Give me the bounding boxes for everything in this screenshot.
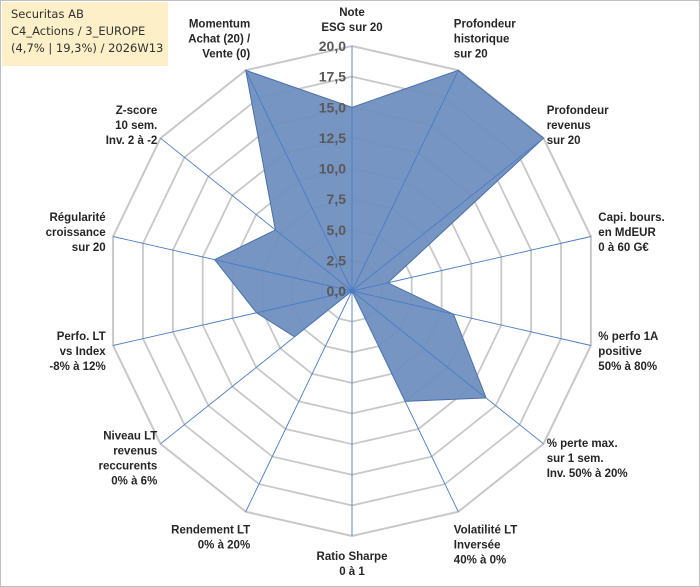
axis-spoke xyxy=(160,137,353,292)
tick-label: 0,0 xyxy=(327,283,347,299)
chart-title: Securitas AB xyxy=(11,7,84,21)
axis-label: Profondeur revenus sur 20 xyxy=(547,105,609,147)
chart-title-box: Securitas AB C4_Actions / 3_EUROPE (4,7%… xyxy=(2,2,168,66)
axis-spoke xyxy=(245,290,353,512)
tick-label: 17,5 xyxy=(319,69,346,85)
axis-label: Note ESG sur 20 xyxy=(321,7,382,34)
axis-spoke xyxy=(351,290,592,346)
axis-spoke xyxy=(112,290,353,346)
axis-spoke xyxy=(351,290,544,445)
axis-label: Régularité croissance sur 20 xyxy=(46,212,106,254)
axis-label: Z-score 10 sem. Inv. 2 à -2 xyxy=(106,105,158,147)
axis-spoke xyxy=(351,236,592,292)
axis-spoke xyxy=(160,290,353,445)
axis-label: Momentum Achat (20) / Vente (0) xyxy=(188,18,251,60)
tick-label: 15,0 xyxy=(319,99,346,115)
axis-label: Perfo. LT vs Index -8% à 12% xyxy=(49,331,106,373)
axis-label: Ratio Sharpe 0 à 1 xyxy=(317,551,388,578)
axis-label: Niveau LT revenus reccurents 0% à 6% xyxy=(98,431,157,488)
radar-series xyxy=(213,69,545,402)
axis-label: % perte max. sur 1 sem. Inv. 50% à 20% xyxy=(547,438,628,480)
axis-label: Profondeur historique sur 20 xyxy=(454,18,516,60)
axis-label: Volatilité LT Inversée 40% à 0% xyxy=(454,525,517,567)
tick-label: 7,5 xyxy=(327,191,347,207)
axis-spoke xyxy=(351,290,459,512)
tick-label: 5,0 xyxy=(327,222,347,238)
axis-label: % perfo 1A positive 50% à 80% xyxy=(598,331,658,373)
chart-subtitle-category: C4_Actions / 3_EUROPE xyxy=(11,24,146,38)
axis-label: Capi. bours. en MdEUR 0 à 60 G€ xyxy=(598,212,664,254)
tick-label: 2,5 xyxy=(327,252,347,268)
axis-label: Rendement LT 0% à 20% xyxy=(171,525,250,552)
tick-label: 10,0 xyxy=(319,161,346,177)
tick-label: 12,5 xyxy=(319,130,346,146)
radar-tick-labels: 0,0 2,5 5,0 7,5 10,0 12,5 15,0 17,5 20,0 xyxy=(319,38,346,299)
series-area xyxy=(213,69,545,402)
radar-axis-labels: Note ESG sur 20 Profondeur historique sur 20… xyxy=(46,7,665,578)
axis-spoke xyxy=(351,137,544,292)
chart-subtitle-stats: (4,7% | 19,3%) / 2026W13 xyxy=(11,41,164,55)
axis-spoke xyxy=(351,70,459,292)
axis-spoke xyxy=(112,236,353,292)
axis-spoke xyxy=(245,70,353,292)
tick-label: 20,0 xyxy=(319,38,346,54)
radar-axes xyxy=(112,46,592,536)
